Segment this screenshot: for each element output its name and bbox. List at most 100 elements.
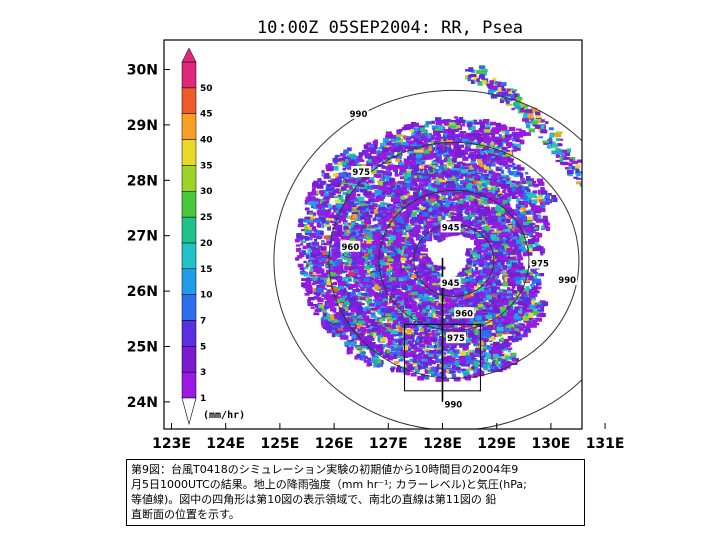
rain-cell	[489, 312, 497, 318]
rain-cell	[421, 317, 426, 321]
rain-cell	[386, 174, 392, 178]
rain-cell	[421, 301, 428, 305]
rain-cell	[364, 240, 368, 245]
rain-cell	[516, 198, 521, 203]
rain-cell	[539, 208, 546, 212]
rain-cell	[410, 181, 416, 186]
rain-cell	[417, 193, 421, 197]
rain-cell	[366, 231, 373, 235]
rain-cell	[482, 286, 486, 291]
rain-cell	[369, 233, 373, 238]
rain-cell	[396, 231, 403, 237]
rain-cell	[504, 289, 509, 292]
rain-cell	[412, 300, 417, 306]
rain-cell	[374, 227, 381, 230]
rain-cell	[489, 249, 493, 254]
rain-cell	[435, 180, 441, 186]
rain-cell	[412, 290, 420, 293]
rain-cell	[412, 291, 418, 295]
rain-cell	[509, 273, 517, 278]
rain-cell	[367, 193, 373, 199]
rain-cell	[466, 323, 473, 328]
rain-cell	[420, 350, 425, 355]
rain-cell	[422, 189, 429, 192]
rain-cell	[408, 295, 413, 299]
rain-cell	[370, 272, 376, 277]
rain-cell	[482, 298, 487, 303]
rain-cell	[419, 168, 423, 172]
rain-cell	[497, 202, 501, 205]
rain-cell	[441, 332, 446, 337]
rain-cell	[362, 251, 369, 255]
rain-cell	[402, 199, 408, 205]
rain-cell	[426, 345, 430, 348]
rain-cell	[526, 252, 533, 256]
rain-cell	[372, 241, 380, 244]
rain-cell	[489, 217, 493, 222]
rain-cell	[437, 239, 442, 243]
rain-cell	[485, 314, 492, 319]
rain-cell	[371, 235, 378, 240]
rain-cell	[429, 193, 435, 196]
rain-cell	[396, 309, 403, 312]
rain-cell	[482, 271, 489, 277]
rain-cell	[370, 312, 376, 318]
rain-cell	[414, 167, 420, 172]
rain-cell	[398, 190, 404, 194]
rain-cell	[512, 301, 517, 304]
rain-cell	[512, 236, 518, 240]
rain-cell	[381, 313, 387, 318]
rain-cell	[438, 315, 443, 319]
rain-cell	[517, 300, 522, 306]
rain-cell	[386, 267, 390, 271]
rain-cell	[381, 299, 388, 304]
rain-cell	[516, 260, 521, 263]
rain-cell	[490, 303, 498, 307]
rain-cell	[495, 166, 503, 172]
rain-cell	[475, 254, 481, 259]
rain-cell	[480, 349, 486, 354]
rain-cell	[346, 258, 353, 264]
rain-cell	[484, 206, 490, 210]
rain-cell	[514, 192, 521, 195]
rain-cell	[512, 290, 517, 294]
rain-cell	[473, 192, 477, 195]
rain-cell	[366, 284, 371, 288]
rain-cell	[414, 341, 421, 345]
rain-cell	[467, 253, 472, 257]
rain-cell	[531, 283, 535, 289]
rain-cell	[511, 194, 516, 199]
rain-cell	[450, 212, 455, 215]
rain-cell	[499, 240, 503, 244]
rain-cell	[485, 248, 491, 251]
rain-cell	[483, 238, 490, 242]
rain-cell	[474, 239, 480, 243]
rain-cell	[374, 214, 380, 219]
rain-cell	[374, 279, 382, 284]
rain-cell	[424, 289, 431, 293]
rain-cell	[462, 229, 467, 232]
rain-cell	[431, 291, 437, 295]
rain-cell	[430, 298, 434, 303]
rain-cell	[526, 226, 531, 232]
rain-cell	[488, 339, 493, 343]
rain-cell	[515, 181, 521, 185]
rain-cell	[447, 232, 454, 237]
rain-cell	[399, 225, 406, 230]
rain-cell	[462, 201, 470, 206]
rain-cell	[473, 330, 479, 335]
rain-cell	[458, 328, 463, 333]
rain-cell	[466, 165, 474, 170]
rain-cell	[468, 261, 472, 267]
rain-cell	[477, 250, 482, 255]
rain-cell	[462, 220, 468, 225]
rain-cell	[432, 313, 437, 318]
rain-cell	[381, 241, 385, 244]
rain-cell	[425, 204, 430, 209]
rain-cell	[475, 316, 482, 321]
rain-cell	[401, 285, 408, 290]
rain-cell	[497, 317, 505, 321]
rain-cell	[355, 232, 360, 237]
rain-cell	[514, 272, 521, 277]
rain-cell	[374, 293, 380, 297]
